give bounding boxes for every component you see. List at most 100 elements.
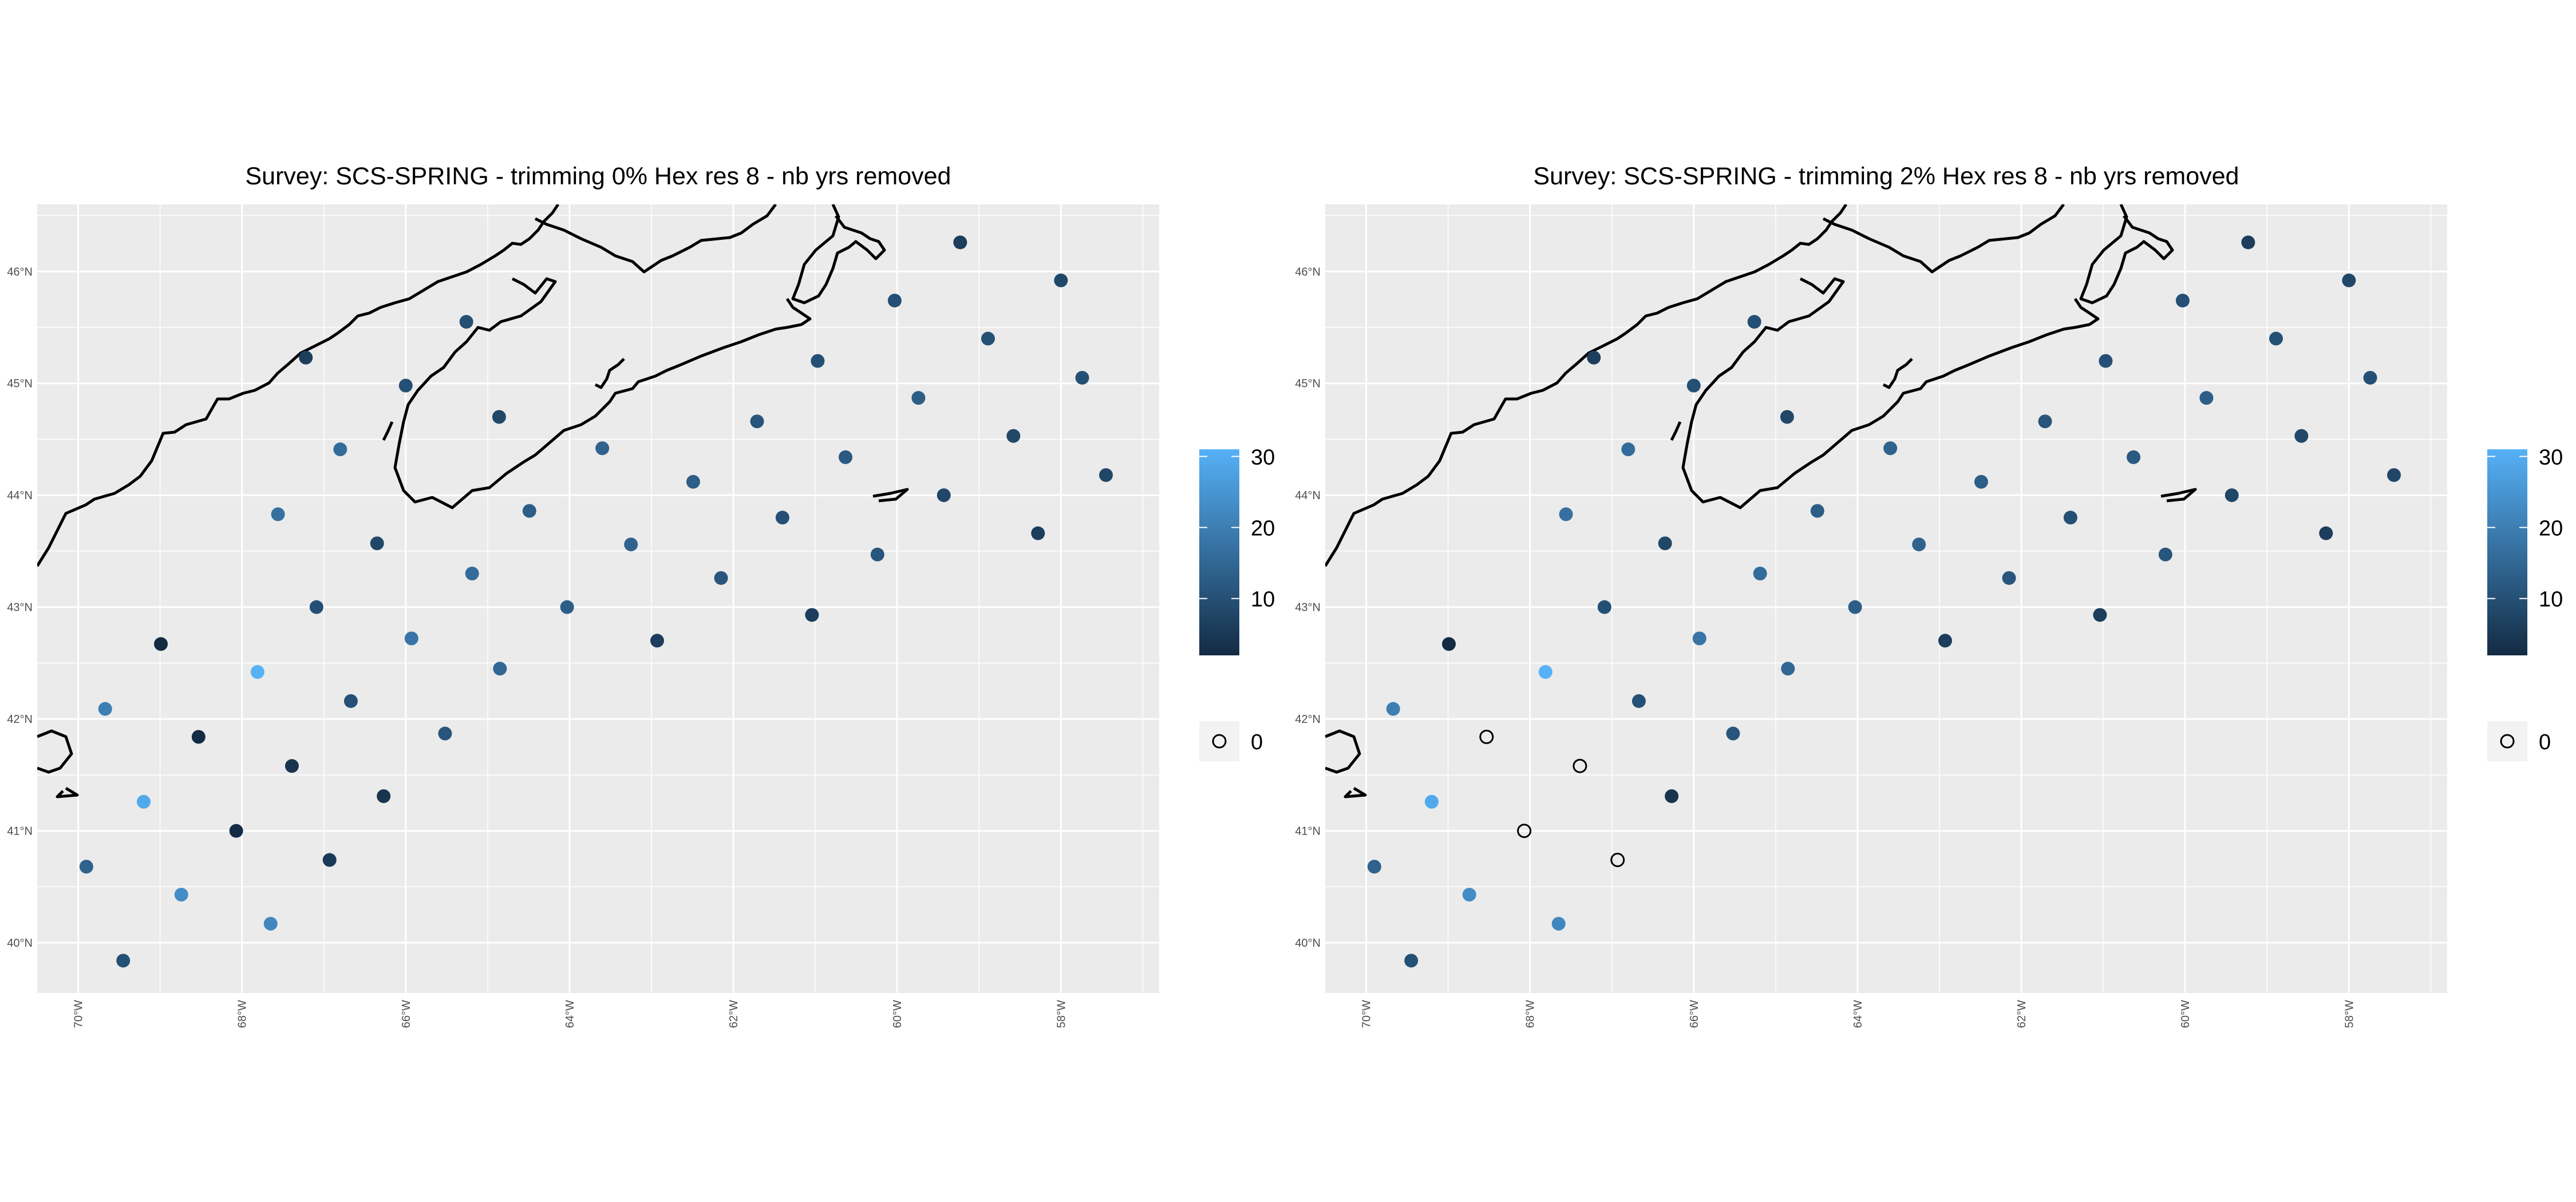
zero-legend: 0 bbox=[2487, 721, 2551, 761]
x-axis-ticks: 70°W 68°W 66°W 64°W 62°W 60°W 58°W bbox=[1361, 1000, 2356, 1028]
data-point bbox=[624, 537, 638, 552]
data-point bbox=[2099, 354, 2113, 368]
data-point bbox=[398, 378, 413, 393]
data-point bbox=[1883, 441, 1898, 456]
data-point bbox=[1462, 887, 1476, 902]
coastline bbox=[1325, 204, 2197, 798]
data-point bbox=[1424, 794, 1439, 809]
zero-legend-symbol bbox=[2500, 734, 2515, 749]
data-point bbox=[333, 442, 347, 457]
data-point bbox=[911, 391, 926, 405]
data-point bbox=[1367, 860, 1381, 874]
data-point bbox=[1726, 726, 1740, 741]
x-tick-label: 66°W bbox=[400, 1000, 413, 1028]
colorbar-ticks: 10 20 30 bbox=[1199, 445, 1275, 612]
data-point bbox=[98, 702, 112, 716]
y-tick-label: 43°N bbox=[1295, 602, 1321, 614]
data-point bbox=[2319, 526, 2333, 540]
data-point bbox=[1075, 370, 1089, 385]
data-point bbox=[1099, 468, 1113, 483]
y-tick-label: 46°N bbox=[7, 266, 33, 278]
data-point bbox=[343, 694, 358, 708]
data-point bbox=[229, 824, 243, 838]
colorbar-label: 20 bbox=[1251, 517, 1275, 541]
data-point bbox=[79, 860, 93, 874]
data-point bbox=[154, 637, 168, 651]
data-point bbox=[981, 331, 995, 346]
data-point bbox=[263, 916, 278, 931]
x-tick-label: 68°W bbox=[1524, 1000, 1537, 1028]
y-tick-label: 40°N bbox=[7, 937, 33, 950]
data-point bbox=[250, 665, 264, 679]
data-point-zero bbox=[1610, 852, 1625, 867]
y-tick-label: 44°N bbox=[7, 489, 33, 502]
data-point bbox=[811, 354, 825, 368]
data-point bbox=[937, 488, 951, 503]
data-point bbox=[1658, 536, 1672, 551]
data-point bbox=[2127, 450, 2141, 464]
coastline bbox=[37, 204, 909, 798]
chart-title: Survey: SCS-SPRING - trimming 0% Hex res… bbox=[246, 163, 951, 190]
data-point bbox=[1031, 526, 1045, 540]
panel-right: Survey: SCS-SPRING - trimming 2% Hex res… bbox=[1295, 163, 2563, 1028]
data-point bbox=[2038, 414, 2052, 429]
data-point bbox=[1810, 504, 1824, 518]
data-point bbox=[1559, 507, 1573, 521]
data-point bbox=[1442, 637, 1456, 651]
plot-background bbox=[1325, 204, 2447, 993]
colorbar: 10 20 30 bbox=[1199, 445, 1275, 655]
data-point bbox=[465, 567, 479, 581]
plot-area bbox=[1325, 204, 2447, 993]
data-point bbox=[2387, 468, 2401, 483]
data-point bbox=[2342, 273, 2356, 287]
data-point bbox=[299, 350, 313, 365]
x-tick-label: 60°W bbox=[2179, 1000, 2192, 1028]
data-point bbox=[1551, 916, 1566, 931]
colorbar-label: 30 bbox=[1251, 445, 1275, 469]
zero-legend-symbol bbox=[1212, 734, 1227, 749]
data-point-zero bbox=[1517, 824, 1532, 839]
data-point bbox=[1692, 631, 1706, 646]
data-point bbox=[1780, 410, 1794, 424]
gridlines bbox=[1325, 204, 2447, 993]
data-point bbox=[370, 536, 384, 551]
colorbar-gradient bbox=[2487, 449, 2527, 655]
data-point bbox=[1597, 600, 1611, 614]
data-point bbox=[191, 730, 206, 744]
x-tick-label: 58°W bbox=[1055, 1000, 1068, 1028]
data-point-zero bbox=[1573, 758, 1587, 773]
data-point bbox=[404, 631, 418, 646]
data-point bbox=[493, 662, 507, 676]
data-point bbox=[1665, 789, 1679, 803]
zero-legend: 0 bbox=[1199, 721, 1263, 761]
data-point bbox=[2158, 547, 2172, 562]
data-point bbox=[1753, 567, 1767, 581]
data-point bbox=[2175, 294, 2190, 308]
data-point bbox=[805, 608, 819, 622]
y-tick-label: 42°N bbox=[1295, 713, 1321, 726]
data-point bbox=[116, 954, 131, 968]
data-point bbox=[174, 887, 188, 902]
data-point bbox=[2199, 391, 2214, 405]
data-point bbox=[714, 571, 728, 585]
y-axis-ticks: 40°N 41°N 42°N 43°N 44°N 45°N 46°N bbox=[7, 266, 33, 950]
x-tick-label: 64°W bbox=[1852, 1000, 1864, 1028]
zero-legend-key bbox=[2487, 721, 2527, 761]
data-point bbox=[2093, 608, 2107, 622]
zero-legend-label: 0 bbox=[2539, 730, 2551, 754]
x-tick-label: 60°W bbox=[891, 1000, 904, 1028]
colorbar-label: 10 bbox=[2539, 588, 2563, 612]
data-point bbox=[522, 504, 536, 518]
data-point bbox=[870, 547, 884, 562]
data-point bbox=[2363, 370, 2377, 385]
data-point bbox=[2294, 429, 2309, 443]
y-axis-ticks: 40°N 41°N 42°N 43°N 44°N 45°N 46°N bbox=[1295, 266, 1321, 950]
data-point bbox=[1686, 378, 1701, 393]
points bbox=[79, 235, 1113, 968]
data-point bbox=[560, 600, 574, 614]
data-point bbox=[1054, 273, 1068, 287]
data-point bbox=[1006, 429, 1021, 443]
x-tick-label: 58°W bbox=[2343, 1000, 2356, 1028]
data-point bbox=[2225, 488, 2239, 503]
y-tick-label: 41°N bbox=[7, 825, 33, 838]
